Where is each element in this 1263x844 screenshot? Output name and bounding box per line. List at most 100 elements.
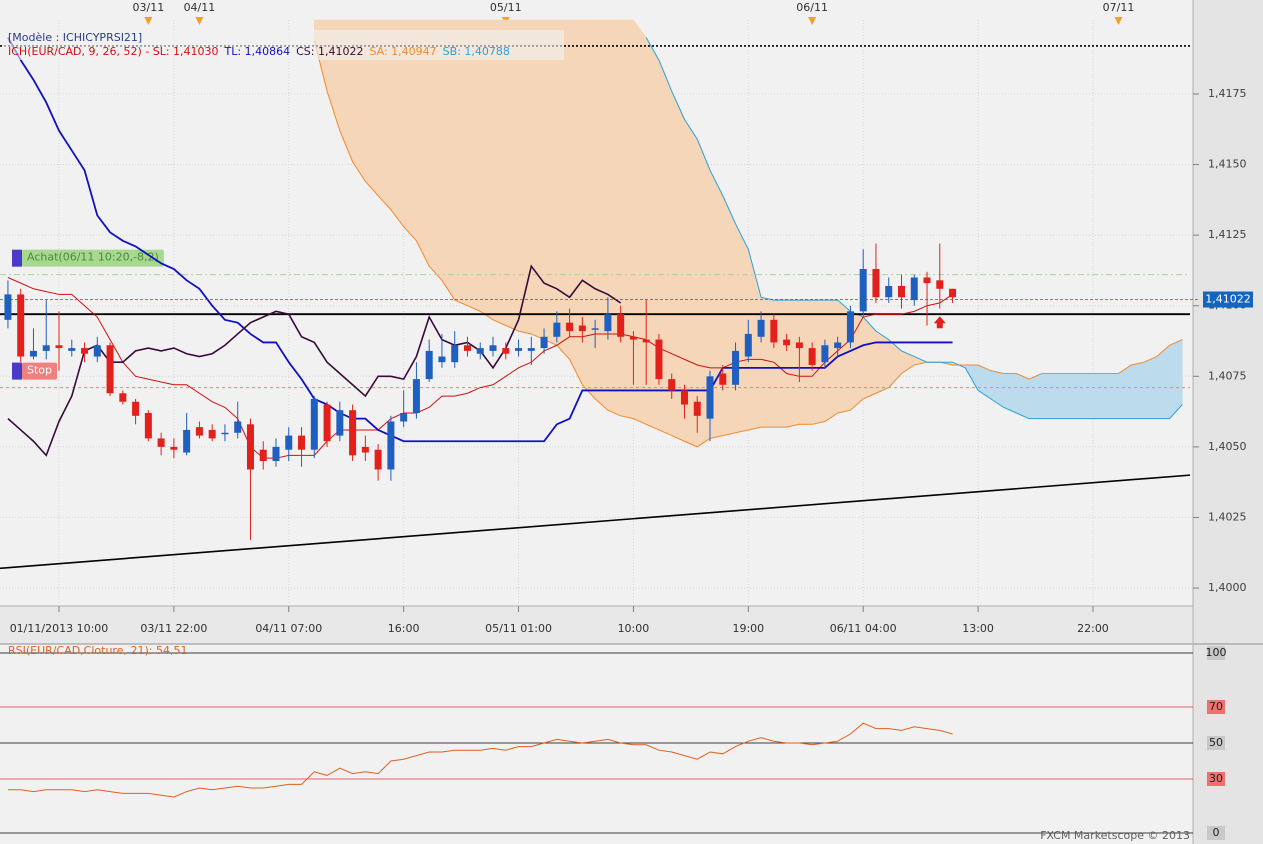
candle-body [323, 404, 331, 442]
candle-body [693, 401, 701, 416]
order-handle [12, 249, 22, 267]
candle-body [285, 435, 293, 450]
cloud [492, 19, 507, 326]
candle-body [144, 413, 152, 439]
candle-body [208, 429, 216, 439]
candle-body [680, 390, 688, 405]
x-tick-label: 05/11 01:00 [485, 622, 552, 635]
candle-body [795, 342, 803, 349]
legend-entry: TL: 1,40864 [224, 45, 291, 58]
legend-entry: CS: 1,41022 [296, 45, 363, 58]
candle-body [298, 435, 306, 450]
cloud [1079, 373, 1094, 419]
y-tick-label: 50 [1209, 736, 1223, 749]
candle-body [400, 413, 408, 422]
trendline [0, 474, 1191, 570]
candle-body [502, 348, 510, 354]
candle-body [808, 348, 816, 366]
candle-body [591, 328, 599, 330]
order-box [22, 362, 58, 380]
cloud [1003, 373, 1017, 414]
candle-body [834, 342, 842, 349]
candle-body [923, 277, 931, 284]
y-tick-box [1207, 700, 1225, 714]
y-tick-label: 1,4025 [1208, 510, 1247, 523]
candle-body [119, 393, 127, 402]
candle-body [783, 339, 791, 346]
signal-arrow [933, 316, 946, 329]
candle-body [770, 319, 778, 343]
cloud [467, 19, 481, 312]
day-marker [1114, 17, 1123, 25]
candle-body [259, 449, 267, 462]
candle-body [719, 373, 727, 385]
candle-body [451, 345, 459, 363]
candle-body [642, 339, 650, 343]
chart-header: [Modèle : ICHICYPRSI21] [8, 31, 142, 44]
candle-body [68, 348, 76, 351]
candle-body [949, 288, 957, 298]
cloud [441, 19, 456, 302]
candle-body [4, 294, 12, 320]
y-tick-label: 70 [1209, 700, 1223, 713]
legend-bg [4, 30, 564, 60]
candle-body [170, 446, 178, 450]
candle-body [336, 410, 344, 436]
candle-body [859, 269, 867, 312]
day-marker [144, 17, 153, 25]
cloud [620, 19, 634, 420]
cloud [1156, 344, 1170, 419]
cloud [1092, 373, 1107, 419]
candle-body [374, 449, 382, 470]
candle-body [132, 401, 140, 416]
y-tick-label: 1,4125 [1208, 228, 1247, 241]
cloud [594, 19, 609, 411]
y-tick-label: 30 [1209, 772, 1223, 785]
span-b-line [645, 37, 1183, 420]
legend: ICH(EUR/CAD, 9, 26, 52) - SL: 1,41030 TL:… [8, 45, 510, 58]
cloud [582, 19, 596, 400]
cloud [454, 19, 468, 307]
candle-body [463, 345, 471, 351]
cloud [875, 330, 890, 394]
current-price-label: 1,41022 [1205, 293, 1251, 306]
candle-body [310, 398, 318, 450]
day-marker [808, 17, 817, 25]
x-tick-label: 06/11 04:00 [830, 622, 897, 635]
candle-body [744, 333, 752, 357]
candle-body [668, 379, 676, 391]
legend-entry: SB: 1,40788 [443, 45, 510, 58]
rsi-title: RSI(EUR/CAD,Cloture, 21): 54,51 [8, 644, 187, 657]
cloud [1105, 373, 1119, 419]
candle-body [55, 345, 63, 349]
day-marker-label: 06/11 [796, 1, 828, 14]
cloud [543, 19, 558, 346]
order-label: Achat(06/11 10:20,-8,2) [27, 251, 159, 264]
candle-body [17, 294, 25, 357]
cloud [1054, 373, 1068, 419]
candle-body [234, 421, 242, 433]
cloud [1016, 373, 1030, 420]
candle-body [195, 427, 203, 436]
candle-body [936, 280, 944, 289]
indicator-line [7, 37, 953, 443]
day-marker-label: 05/11 [490, 1, 522, 14]
day-marker-label: 07/11 [1103, 1, 1135, 14]
candle-body [489, 345, 497, 351]
candle-body [361, 446, 369, 453]
candle-body [425, 350, 433, 380]
candle-body [566, 322, 574, 332]
credit: FXCM Marketscope © 2013 [1040, 829, 1190, 842]
cloud [722, 195, 736, 436]
order-box [22, 249, 164, 267]
cloud [786, 299, 800, 428]
cloud [735, 223, 749, 434]
candle-body [93, 345, 101, 357]
cloud [1067, 373, 1081, 419]
candle-body [272, 446, 280, 462]
candle-body [221, 432, 229, 435]
candle-body [42, 345, 50, 351]
candle-body [476, 348, 484, 354]
cloud [518, 19, 532, 335]
